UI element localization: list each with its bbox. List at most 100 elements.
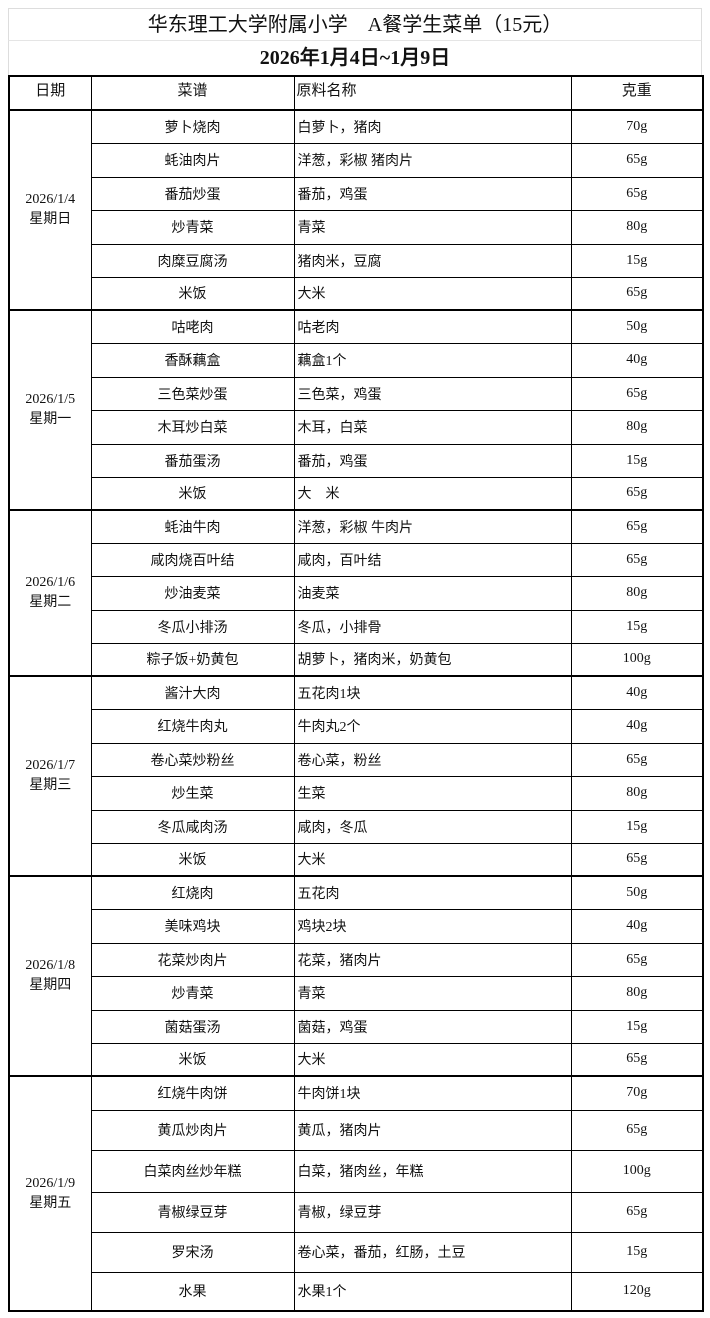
- date-cell: 2026/1/4 星期日: [8, 109, 92, 311]
- dish-cell: 三色菜炒蛋: [90, 376, 295, 411]
- menu-table: 日期 菜谱 原料名称 克重 2026/1/4 星期日 萝卜烧肉 白萝卜，猪肉 70g 蚝油…: [8, 75, 704, 1312]
- date: 2026/1/8: [25, 958, 76, 973]
- dish-cell: 红烧肉: [90, 875, 295, 910]
- dish-cell: 红烧牛肉丸: [90, 708, 295, 744]
- ingredients-cell: 卷心菜，番茄，红肠，土豆: [293, 1231, 572, 1273]
- dish-cell: 美味鸡块: [90, 908, 295, 944]
- menu-document: 华东理工大学附属小学 A餐学生菜单（15元） 2026年1月4日~1月9日 日期…: [8, 8, 704, 1312]
- weight-cell: 40g: [570, 708, 704, 744]
- weight-cell: 50g: [570, 309, 704, 344]
- ingredients-cell: 大 米: [293, 476, 572, 511]
- table-row: 蚝油肉片 洋葱，彩椒 猪肉片 65g: [9, 142, 704, 178]
- dish-cell: 炒青菜: [90, 209, 295, 245]
- weight-cell: 65g: [570, 276, 704, 311]
- ingredients-cell: 番茄，鸡蛋: [293, 443, 572, 478]
- dish-cell: 米饭: [90, 1042, 295, 1077]
- dish-cell: 菌菇蛋汤: [90, 1009, 295, 1044]
- date-cell: 2026/1/9 星期五: [8, 1075, 92, 1312]
- table-row: 米饭 大米 65g: [9, 1042, 704, 1077]
- weight-cell: 70g: [570, 109, 704, 144]
- table-row: 白菜肉丝炒年糕 白菜，猪肉丝，年糕 100g: [9, 1149, 704, 1193]
- weight-cell: 40g: [570, 908, 704, 944]
- ingredients-cell: 菌菇，鸡蛋: [293, 1009, 572, 1044]
- weight-cell: 100g: [570, 1149, 704, 1193]
- header-dish: 菜谱: [90, 75, 295, 111]
- dish-cell: 冬瓜咸肉汤: [90, 809, 295, 844]
- dish-cell: 青椒绿豆芽: [90, 1191, 295, 1233]
- table-row: 水果 水果1个 120g: [9, 1271, 704, 1312]
- dish-cell: 咸肉烧百叶结: [90, 542, 295, 577]
- weight-cell: 40g: [570, 342, 704, 378]
- table-row: 粽子饭+奶黄包 胡萝卜，猪肉米，奶黄包 100g: [9, 642, 704, 677]
- date-cell: 2026/1/8 星期四: [8, 875, 92, 1077]
- table-row: 冬瓜小排汤 冬瓜，小排骨 15g: [9, 609, 704, 644]
- weight-cell: 65g: [570, 942, 704, 977]
- weight-cell: 65g: [570, 142, 704, 178]
- table-row: 米饭 大米 65g: [9, 842, 704, 877]
- ingredients-cell: 牛肉丸2个: [293, 708, 572, 744]
- ingredients-cell: 藕盒1个: [293, 342, 572, 378]
- weight-cell: 65g: [570, 509, 704, 544]
- ingredients-cell: 白菜，猪肉丝，年糕: [293, 1149, 572, 1193]
- dish-cell: 黄瓜炒肉片: [90, 1109, 295, 1151]
- weight-cell: 40g: [570, 675, 704, 710]
- ingredients-cell: 青椒，绿豆芽: [293, 1191, 572, 1233]
- ingredients-cell: 牛肉饼1块: [293, 1075, 572, 1111]
- table-row: 炒生菜 生菜 80g: [9, 775, 704, 811]
- weight-cell: 15g: [570, 243, 704, 278]
- ingredients-cell: 大米: [293, 276, 572, 311]
- weight-cell: 65g: [570, 376, 704, 411]
- dish-cell: 蚝油牛肉: [90, 509, 295, 544]
- date: 2026/1/9: [25, 1175, 76, 1191]
- weight-cell: 15g: [570, 809, 704, 844]
- ingredients-cell: 花菜，猪肉片: [293, 942, 572, 977]
- table-row: 香酥藕盒 藕盒1个 40g: [9, 342, 704, 378]
- weight-cell: 80g: [570, 209, 704, 245]
- table-row: 2026/1/6 星期二 蚝油牛肉 洋葱，彩椒 牛肉片 65g: [8, 509, 704, 677]
- dish-cell: 米饭: [90, 842, 295, 877]
- ingredients-cell: 洋葱，彩椒 猪肉片: [293, 142, 572, 178]
- weight-cell: 100g: [570, 642, 704, 677]
- weight-cell: 65g: [570, 742, 704, 777]
- ingredients-cell: 洋葱，彩椒 牛肉片: [293, 509, 572, 544]
- table-row: 花菜炒肉片 花菜，猪肉片 65g: [9, 942, 704, 977]
- dish-cell: 香酥藕盒: [90, 342, 295, 378]
- weight-cell: 15g: [570, 1231, 704, 1273]
- date-cell: 2026/1/6 星期二: [8, 509, 92, 677]
- ingredients-cell: 大米: [293, 1042, 572, 1077]
- weekday: 星期一: [29, 412, 72, 427]
- dish-cell: 番茄炒蛋: [90, 176, 295, 211]
- weight-cell: 65g: [570, 1042, 704, 1077]
- table-row: 青椒绿豆芽 青椒，绿豆芽 65g: [9, 1191, 704, 1233]
- ingredients-cell: 咸肉，百叶结: [293, 542, 572, 577]
- date: 2026/1/6: [25, 575, 76, 590]
- ingredients-cell: 青菜: [293, 209, 572, 245]
- weight-cell: 15g: [570, 609, 704, 644]
- table-row: 2026/1/4 星期日 萝卜烧肉 白萝卜，猪肉 70g: [8, 109, 704, 311]
- ingredients-cell: 大米: [293, 842, 572, 877]
- table-row: 罗宋汤 卷心菜，番茄，红肠，土豆 15g: [9, 1231, 704, 1273]
- weight-cell: 80g: [570, 575, 704, 611]
- header-date: 日期: [8, 75, 92, 111]
- date-range: 2026年1月4日~1月9日: [8, 41, 702, 75]
- ingredients-cell: 冬瓜，小排骨: [293, 609, 572, 644]
- table-row: 冬瓜咸肉汤 咸肉，冬瓜 15g: [9, 809, 704, 844]
- ingredients-cell: 木耳，白菜: [293, 409, 572, 445]
- ingredients-cell: 咸肉，冬瓜: [293, 809, 572, 844]
- ingredients-cell: 咕老肉: [293, 309, 572, 344]
- ingredients-cell: 生菜: [293, 775, 572, 811]
- dish-cell: 卷心菜炒粉丝: [90, 742, 295, 777]
- dish-cell: 米饭: [90, 276, 295, 311]
- weekday: 星期三: [29, 778, 72, 793]
- weight-cell: 65g: [570, 176, 704, 211]
- ingredients-cell: 五花肉: [293, 875, 572, 910]
- dish-cell: 木耳炒白菜: [90, 409, 295, 445]
- weight-cell: 15g: [570, 443, 704, 478]
- weight-cell: 80g: [570, 975, 704, 1011]
- weight-cell: 80g: [570, 775, 704, 811]
- ingredients-cell: 油麦菜: [293, 575, 572, 611]
- date-cell: 2026/1/5 星期一: [8, 309, 92, 511]
- table-row: 2026/1/7 星期三 酱汁大肉 五花肉1块 40g: [8, 675, 704, 877]
- header-weight: 克重: [570, 75, 704, 111]
- ingredients-cell: 白萝卜，猪肉: [293, 109, 572, 144]
